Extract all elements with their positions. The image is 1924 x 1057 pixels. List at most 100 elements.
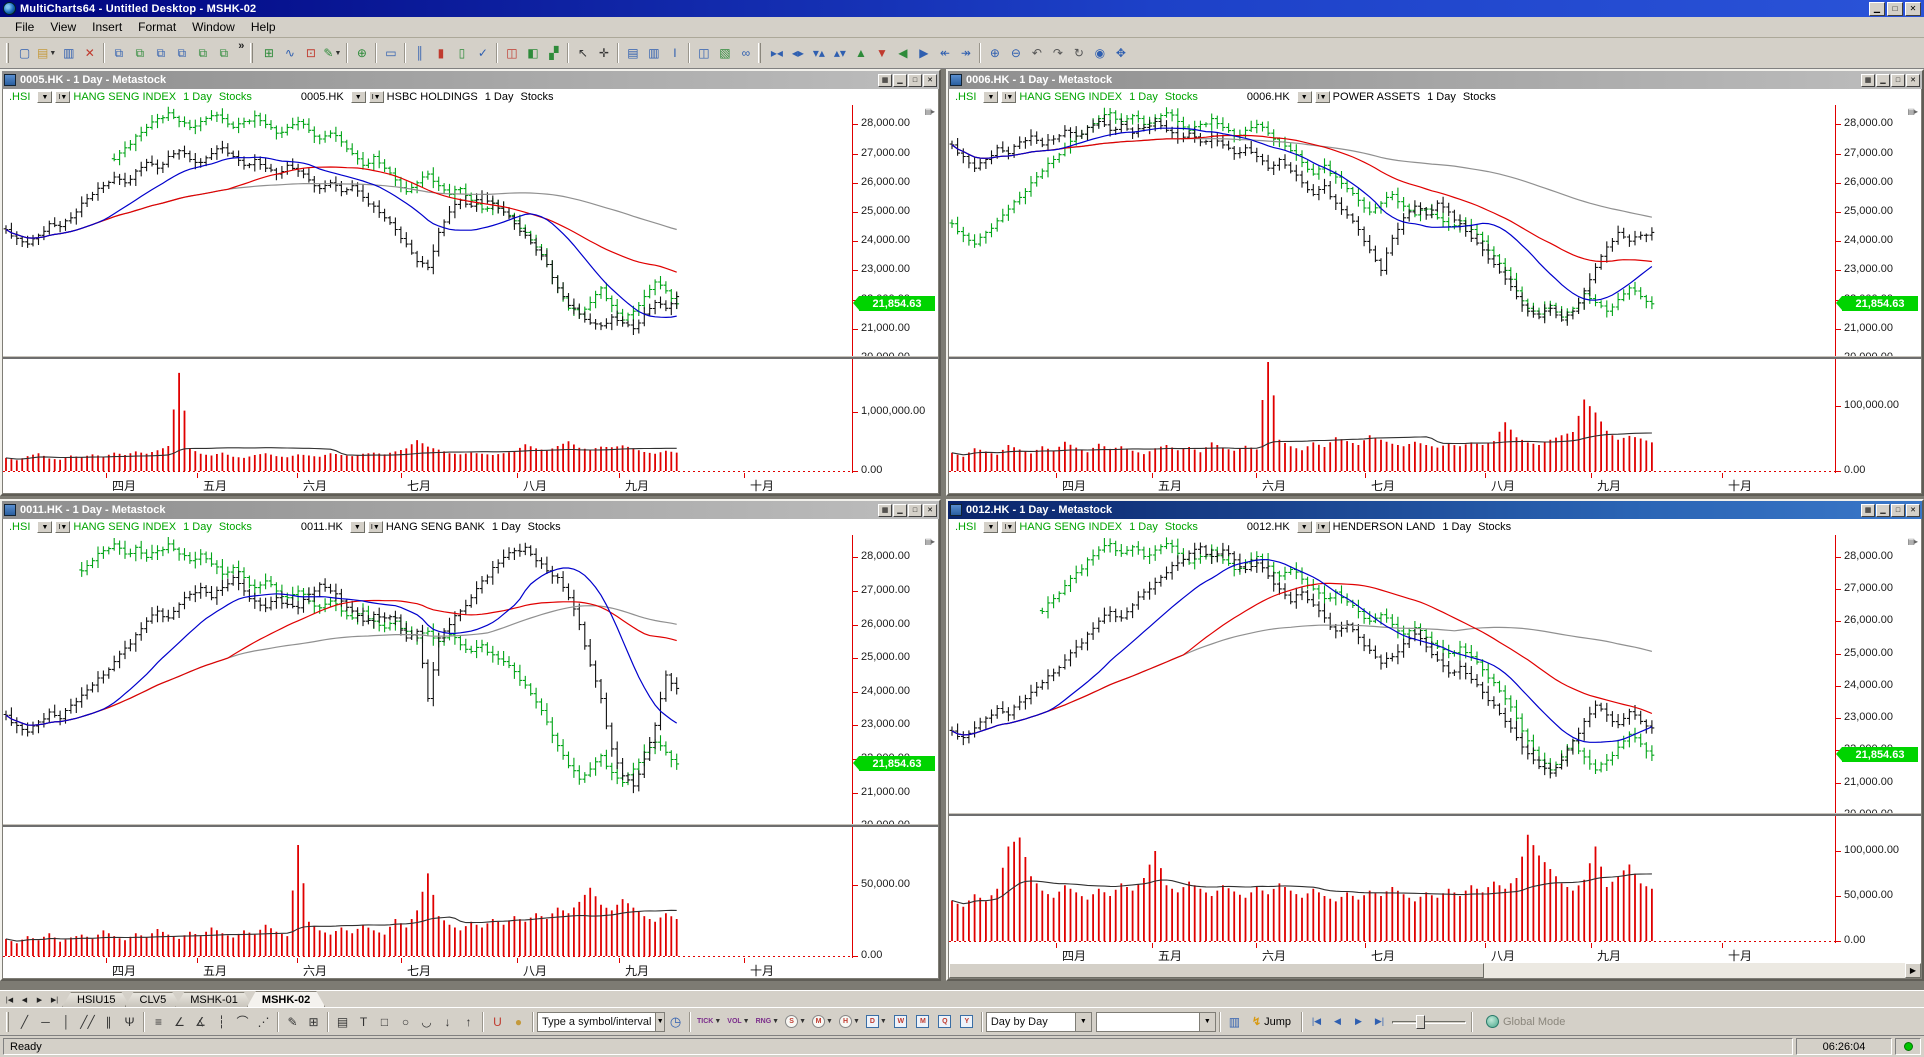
text-tool-icon[interactable]: T xyxy=(359,1014,368,1029)
price-chart-area[interactable] xyxy=(3,535,852,824)
toolbar-grip[interactable] xyxy=(758,43,762,63)
scrollbar-thumb[interactable] xyxy=(949,963,1484,978)
text-cursor-icon[interactable]: I xyxy=(673,46,677,60)
index-symbol-dropdown[interactable]: ▼ xyxy=(37,521,53,533)
child-titlebar[interactable]: 0005.HK - 1 Day - Metastock ▦ ▁ □ ✕ xyxy=(2,71,939,89)
child-maximize-button[interactable]: □ xyxy=(908,503,922,517)
stock-symbol[interactable]: 0012.HK xyxy=(1246,521,1290,533)
fib-extension-icon[interactable]: ∡ xyxy=(195,1014,206,1029)
window-panes-button[interactable]: ▦ xyxy=(1861,503,1875,517)
save-desktop-icon[interactable]: ▥ xyxy=(63,46,75,60)
scrollbar-track[interactable] xyxy=(1484,963,1905,978)
index-symbol[interactable]: .HSI xyxy=(955,521,977,533)
volume-axis[interactable]: 100,000.00 50,000.00 0.00 xyxy=(1835,816,1921,943)
brush-icon[interactable]: ✎ xyxy=(287,1014,298,1029)
shift-left-icon[interactable]: ↞ xyxy=(939,46,950,60)
style-candlestick-icon[interactable]: ▮ xyxy=(437,46,445,60)
replay-step-forward-button[interactable]: ▶ xyxy=(1355,1016,1362,1026)
compress-vertical-icon[interactable]: ▾▴ xyxy=(812,46,825,60)
interval-quarter-button[interactable]: Q xyxy=(934,1012,956,1032)
combo-dropdown-icon[interactable]: ▼ xyxy=(655,1012,664,1031)
stock-symbol-dropdown[interactable]: ▼ xyxy=(1296,91,1312,103)
time-axis[interactable]: 四月 五月 六月 七月 八月 九月 十月 xyxy=(949,473,1921,493)
index-symbol-dropdown[interactable]: ▼ xyxy=(983,521,999,533)
minimize-button[interactable]: ▁ xyxy=(1869,1,1885,16)
time-axis[interactable]: 四月 五月 六月 七月 八月 九月 十月 xyxy=(3,958,938,978)
index-symbol[interactable]: .HSI xyxy=(955,91,977,103)
child-minimize-button[interactable]: ▁ xyxy=(893,73,907,87)
fib-time-zones-icon[interactable]: ┆ xyxy=(217,1014,226,1029)
study-volume-icon[interactable]: ◫ xyxy=(506,46,518,60)
child-close-button[interactable]: ✕ xyxy=(1906,73,1920,87)
pane-settings-icon[interactable]: ▤▸ xyxy=(1907,107,1918,116)
index-symbol[interactable]: .HSI xyxy=(9,91,31,103)
symbol-lookup-icon[interactable]: ∞ xyxy=(741,46,751,60)
pane-splitter[interactable] xyxy=(949,813,1921,817)
pane-settings-icon[interactable]: ▤▸ xyxy=(924,537,935,546)
scale-down-icon[interactable]: ▼ xyxy=(875,46,888,60)
undo-icon[interactable]: ↶ xyxy=(1031,46,1042,60)
workspace-tab-clv5[interactable]: CLV5 xyxy=(125,992,182,1007)
data-window-icon[interactable]: ▤ xyxy=(627,46,639,60)
menu-help[interactable]: Help xyxy=(250,20,276,34)
fib-fan-icon[interactable]: ∠ xyxy=(174,1014,185,1029)
volume-chart-area[interactable] xyxy=(3,826,852,958)
volume-chart-area[interactable] xyxy=(949,816,1835,943)
gann-fan-icon[interactable]: ⋰ xyxy=(257,1014,270,1029)
replay-window-icon[interactable]: ▥ xyxy=(1228,1014,1241,1029)
replay-to-end-button[interactable]: ▶| xyxy=(1374,1016,1385,1026)
volume-axis[interactable]: 1,000,000.00 0.00 xyxy=(852,358,938,473)
index-symbol-dropdown[interactable]: ▼ xyxy=(37,91,53,103)
volume-axis[interactable]: 100,000.00 0.00 xyxy=(1835,358,1921,473)
insert-study-icon[interactable]: ⊞ xyxy=(263,46,274,60)
price-axis[interactable]: ▤▸ 28,000.00 27,000.00 26,000.00 25,000.00 2… xyxy=(1835,535,1921,814)
child-titlebar[interactable]: 0011.HK - 1 Day - Metastock ▦ ▁ □ ✕ xyxy=(2,501,939,519)
expand-bars-icon[interactable]: ◂▸ xyxy=(791,46,804,60)
study-profile-icon[interactable]: ◧ xyxy=(527,46,539,60)
interval-tick-button[interactable]: TICK ▼ xyxy=(697,1018,722,1025)
pane-splitter[interactable] xyxy=(3,355,938,359)
workspace-tab-mshk-01[interactable]: MSHK-01 xyxy=(175,992,253,1007)
index-interval-dropdown[interactable]: I▼ xyxy=(1001,91,1017,103)
pointer-tool-icon[interactable]: ↖ xyxy=(577,46,588,60)
interval-day-button[interactable]: D ▼ xyxy=(863,1012,890,1032)
child-titlebar[interactable]: 0006.HK - 1 Day - Metastock ▦ ▁ □ ✕ xyxy=(948,71,1922,89)
style-hollow-candles-icon[interactable]: ▯ xyxy=(458,46,466,60)
interval-year-button[interactable]: Y xyxy=(956,1012,978,1032)
expand-vertical-icon[interactable]: ▴▾ xyxy=(833,46,846,60)
drawing-pen-icon[interactable]: ✎ ▼ xyxy=(323,46,342,60)
child-minimize-button[interactable]: ▁ xyxy=(1876,73,1890,87)
replay-step-back-button[interactable]: ◀ xyxy=(1334,1016,1341,1026)
volume-axis[interactable]: 50,000.00 0.00 xyxy=(852,826,938,958)
app-titlebar[interactable]: MultiCharts64 - Untitled Desktop - MSHK-… xyxy=(0,0,1924,17)
magnet-mode-icon[interactable]: U xyxy=(493,1014,502,1029)
toolbar-grip[interactable] xyxy=(250,43,254,63)
parallel-lines-icon[interactable]: ╱╱ xyxy=(80,1014,95,1029)
replay-mode-select[interactable]: Day by Day ▼ xyxy=(985,1011,1092,1032)
volume-chart-area[interactable] xyxy=(949,358,1835,473)
collapse-bars-icon[interactable]: ▸◂ xyxy=(770,46,783,60)
grid-icon[interactable]: ⊞ xyxy=(308,1014,319,1029)
andrews-pitchfork-icon[interactable]: Ψ xyxy=(124,1014,135,1029)
style-ohlc-bars-icon[interactable]: ║ xyxy=(415,46,425,60)
workspace-tab-mshk-02[interactable]: MSHK-02 xyxy=(247,991,325,1007)
stock-interval-dropdown[interactable]: I▼ xyxy=(1314,91,1330,103)
mode-dropdown-icon[interactable]: ▼ xyxy=(1074,1012,1091,1031)
interval-second-button[interactable]: S ▼ xyxy=(782,1012,809,1032)
tile-windows-icon[interactable]: ◫ xyxy=(698,46,710,60)
menu-view[interactable]: View xyxy=(50,20,77,34)
index-interval-dropdown[interactable]: I▼ xyxy=(55,521,71,533)
stock-symbol[interactable]: 0006.HK xyxy=(1246,91,1290,103)
slider-thumb[interactable] xyxy=(1415,1014,1425,1029)
style-line-on-close-icon[interactable]: ✓ xyxy=(477,46,488,60)
tab-nav-0[interactable]: |◀ xyxy=(5,997,14,1004)
stock-symbol-dropdown[interactable]: ▼ xyxy=(1296,521,1312,533)
child-titlebar[interactable]: 0012.HK - 1 Day - Metastock ▦ ▁ □ ✕ xyxy=(948,501,1922,519)
close-button[interactable]: ✕ xyxy=(1905,1,1921,16)
clock-icon[interactable]: ◷ xyxy=(669,1013,682,1029)
scrollbar-right-button[interactable]: ▶ xyxy=(1905,963,1921,978)
replay-to-start-button[interactable]: |◀ xyxy=(1311,1016,1322,1026)
open-workspace-icon[interactable]: ▤ ▼ xyxy=(37,46,57,60)
time-axis[interactable]: 四月 五月 六月 七月 八月 九月 十月 xyxy=(949,943,1921,963)
stock-symbol-dropdown[interactable]: ▼ xyxy=(350,91,366,103)
